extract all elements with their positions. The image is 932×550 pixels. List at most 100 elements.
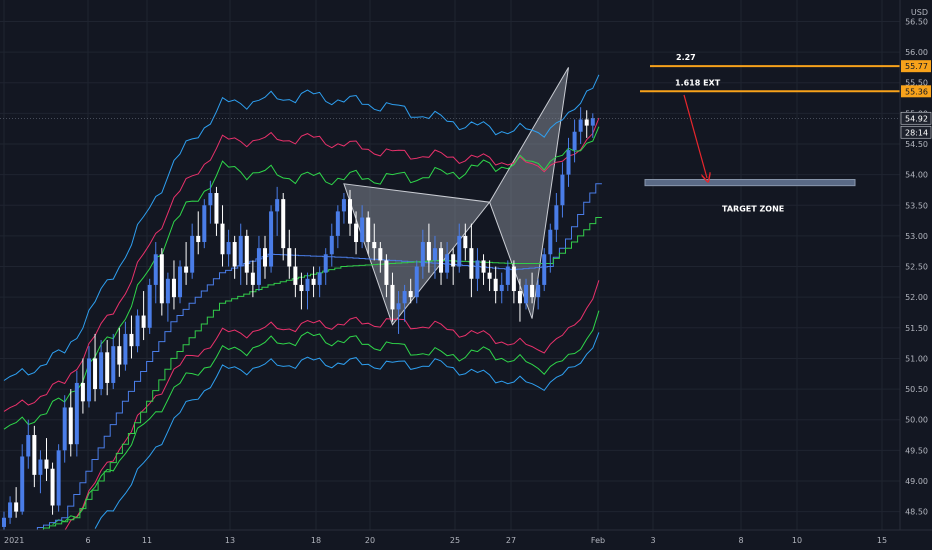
- price-tick-label: 55.50: [905, 79, 928, 88]
- candle: [396, 291, 401, 334]
- candle-body: [432, 248, 437, 261]
- candle: [360, 205, 365, 249]
- candle-body: [80, 382, 85, 402]
- candle: [147, 278, 152, 334]
- candle-body: [360, 217, 365, 243]
- candle: [165, 272, 170, 322]
- candle: [99, 340, 104, 396]
- candle-body: [341, 199, 346, 212]
- price-tick-label: 51.50: [905, 324, 928, 333]
- candle-body: [117, 346, 122, 365]
- current-price-text: 54.92: [905, 114, 928, 123]
- level-price-tag-text: 55.36: [905, 87, 928, 96]
- candle: [287, 229, 292, 279]
- candle-body: [20, 456, 25, 512]
- candle-body: [560, 174, 565, 206]
- candle: [341, 193, 346, 224]
- candle-body: [475, 260, 480, 279]
- candle-body: [420, 242, 425, 267]
- candle-body: [530, 284, 535, 298]
- candle: [153, 242, 158, 304]
- candle-body: [293, 266, 298, 285]
- candle-body: [2, 517, 6, 527]
- candle: [372, 223, 377, 261]
- candle: [426, 223, 431, 273]
- candle-body: [548, 229, 553, 255]
- candle-body: [105, 352, 110, 383]
- candle-body: [147, 284, 152, 328]
- candle: [305, 272, 310, 310]
- price-tags: 55.77 55.36 54.92 28:14: [900, 60, 932, 139]
- candle-body: [62, 407, 67, 451]
- candle-body: [354, 223, 359, 243]
- candle-body: [74, 382, 79, 445]
- candle: [256, 235, 261, 292]
- candle: [329, 223, 334, 267]
- candle-body: [99, 352, 104, 390]
- candle: [129, 315, 134, 359]
- candle-body: [50, 468, 55, 506]
- candle: [317, 266, 322, 298]
- candle-body: [335, 211, 340, 236]
- level-price-tag-text: 55.77: [905, 62, 928, 71]
- candle: [414, 260, 419, 304]
- candle-body: [123, 333, 128, 365]
- candle-body: [536, 284, 541, 298]
- candle: [141, 291, 146, 341]
- candle: [86, 346, 91, 408]
- time-tick-label: 8: [738, 536, 743, 545]
- lower-outer-band: [94, 332, 600, 529]
- candle-body: [269, 211, 274, 267]
- time-tick-label: 20: [365, 536, 375, 545]
- annotations: 2.27 1.618 EXT TARGET ZONE: [0, 53, 900, 214]
- candle-body: [165, 278, 170, 304]
- candle-body: [196, 235, 201, 243]
- candle: [20, 444, 25, 515]
- candle: [536, 278, 541, 310]
- time-axis-background: [0, 530, 932, 550]
- candle: [159, 248, 164, 316]
- time-tick-label: 25: [450, 536, 460, 545]
- candle-body: [14, 502, 19, 512]
- candle: [530, 272, 535, 304]
- candle-body: [414, 266, 419, 298]
- time-tick-label: 15: [877, 536, 887, 545]
- candle: [439, 242, 444, 285]
- time-tick-label: Feb: [591, 536, 605, 545]
- candle-body: [184, 266, 189, 273]
- candles: [2, 107, 595, 530]
- fib-level-label: 2.27: [676, 53, 696, 62]
- candle: [196, 211, 201, 255]
- price-tick-label: 53.00: [905, 232, 928, 241]
- candle: [178, 260, 183, 304]
- candle-body: [426, 242, 431, 261]
- time-axis-ticks: 2021 6 11 13 18 20 25 27 Feb 3 8 10 15: [4, 536, 887, 545]
- candle-body: [524, 284, 529, 304]
- candle: [93, 333, 98, 402]
- candle-body: [275, 199, 280, 212]
- candle: [208, 180, 213, 224]
- time-tick-label: 13: [225, 536, 235, 545]
- candle: [335, 205, 340, 249]
- price-tick-label: 54.50: [905, 140, 928, 149]
- candle-body: [159, 254, 164, 304]
- time-tick-label: 6: [85, 536, 90, 545]
- candle: [269, 205, 274, 273]
- candle: [244, 229, 249, 285]
- candle: [293, 248, 298, 298]
- target-zone-label: TARGET ZONE: [722, 205, 784, 214]
- upper-mid-band: [3, 117, 600, 412]
- candle: [451, 248, 456, 285]
- candle-body: [135, 315, 140, 347]
- candle-body: [572, 131, 577, 151]
- candle: [560, 162, 565, 218]
- candle: [184, 242, 189, 285]
- candle: [511, 260, 516, 304]
- candle: [408, 278, 413, 304]
- candle: [493, 266, 498, 304]
- candle: [499, 272, 504, 304]
- candle: [220, 205, 225, 267]
- candle: [457, 223, 462, 273]
- candle-body: [554, 205, 559, 230]
